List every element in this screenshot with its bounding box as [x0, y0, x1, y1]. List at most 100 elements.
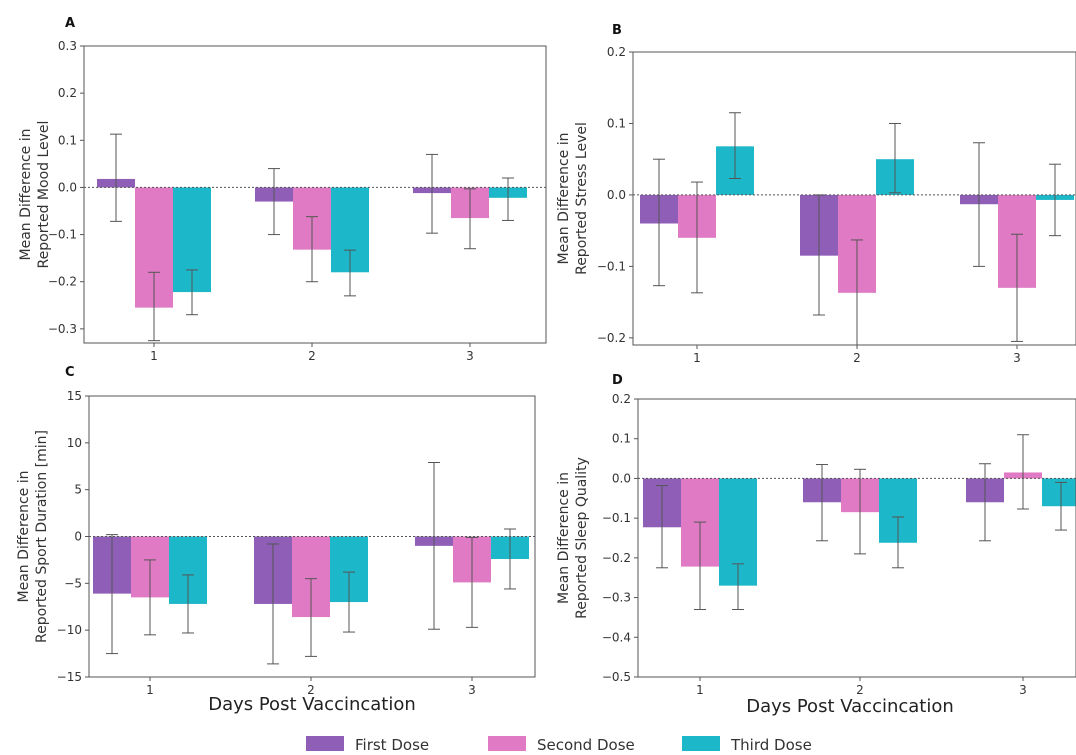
- x-tick-label: 3: [1013, 351, 1021, 365]
- y-tick-label: 0.1: [607, 116, 626, 130]
- legend-swatch-first-dose: [306, 736, 344, 751]
- panel-label: C: [65, 365, 75, 380]
- error-bar: [182, 574, 194, 634]
- error-bar: [973, 142, 985, 267]
- y-tick-label: −0.2: [597, 331, 626, 345]
- legend: First Dose Second Dose Third Dose: [306, 736, 812, 754]
- error-bar: [854, 468, 866, 555]
- panels: −0.3 −0.2 −0.1 0.0 0.1 0.2 0.3 1 2 3 Mean Differen…: [16, 16, 1076, 717]
- plot-area: [633, 112, 1076, 345]
- y-tick-label: −0.1: [48, 228, 77, 242]
- y-tick-label: 0.0: [612, 471, 631, 485]
- error-bar: [851, 239, 863, 345]
- error-bar: [729, 112, 741, 179]
- error-bar: [1017, 434, 1029, 510]
- error-bar: [1011, 233, 1023, 342]
- y-tick-label: 10: [67, 436, 82, 450]
- y-tick-label: −15: [57, 670, 82, 684]
- y-axis-title-line: Reported Mood Level: [36, 121, 52, 269]
- y-tick-label: 0.0: [607, 188, 626, 202]
- x-tick-label: 3: [1019, 683, 1027, 697]
- error-bar: [426, 153, 438, 234]
- error-bar: [148, 271, 160, 342]
- error-bar: [306, 216, 318, 283]
- error-bar: [186, 269, 198, 316]
- error-bar: [106, 534, 118, 655]
- y-tick-label: 0.3: [58, 39, 77, 53]
- error-bar: [691, 181, 703, 294]
- error-bar: [816, 464, 828, 542]
- y-tick-label: 0.2: [607, 45, 626, 59]
- chart-panel-c: −15 −10 −5 0 5 10 15 1 2 3 Mean Difference in Repor…: [16, 365, 536, 715]
- y-axis-title-line: Mean Difference in: [556, 133, 572, 265]
- y-axis-title-line: Reported Sleep Quality: [574, 457, 590, 619]
- panel-label: D: [612, 373, 623, 388]
- error-bar: [656, 485, 668, 569]
- plot-frame: [637, 398, 1076, 678]
- plot-frame: [83, 45, 547, 344]
- plot-area: [89, 462, 535, 665]
- error-bar: [502, 177, 514, 221]
- x-tick-label: 1: [693, 351, 701, 365]
- x-tick-label: 2: [853, 351, 861, 365]
- x-axis-title: Days Post Vaccincation: [746, 696, 954, 717]
- plot-frame: [632, 51, 1076, 346]
- y-axis-title-line: Mean Difference in: [556, 472, 572, 604]
- y-tick-label: 0.2: [58, 86, 77, 100]
- panel-label: A: [65, 16, 75, 31]
- panel-label: B: [612, 23, 622, 38]
- error-bar: [344, 249, 356, 297]
- legend-swatch-third-dose: [682, 736, 720, 751]
- y-tick-label: 0.0: [58, 180, 77, 194]
- y-tick-label: −0.3: [602, 591, 631, 605]
- error-bar: [428, 462, 440, 630]
- error-bar: [813, 194, 825, 316]
- error-bar: [110, 133, 122, 222]
- x-tick-label: 3: [466, 349, 474, 363]
- chart-panel-d: −0.5 −0.4 −0.3 −0.2 −0.1 0.0 0.1 0.2 1 2 3 Mean Dif…: [556, 373, 1076, 717]
- y-axis-title-line: Mean Difference in: [18, 129, 34, 261]
- error-bar: [732, 563, 744, 610]
- error-bar: [268, 168, 280, 236]
- y-tick-label: 5: [74, 483, 82, 497]
- legend-label-third-dose: Third Dose: [730, 736, 812, 754]
- error-bar: [1049, 163, 1061, 237]
- error-bar: [464, 188, 476, 250]
- error-bar: [267, 543, 279, 665]
- y-tick-label: −0.2: [48, 275, 77, 289]
- x-tick-label: 2: [856, 683, 864, 697]
- y-tick-label: 0.2: [612, 392, 631, 406]
- legend-label-first-dose: First Dose: [355, 736, 429, 754]
- y-tick-label: −0.1: [602, 511, 631, 525]
- legend-label-second-dose: Second Dose: [537, 736, 635, 754]
- chart-panel-b: −0.2 −0.1 0.0 0.1 0.2 1 2 3 Mean Difference in Re…: [556, 23, 1076, 365]
- x-tick-label: 2: [308, 349, 316, 363]
- error-bar: [889, 122, 901, 194]
- error-bar: [144, 559, 156, 636]
- x-axis-title: Days Post Vaccincation: [208, 694, 416, 715]
- x-tick-label: 1: [696, 683, 704, 697]
- x-tick-label: 2: [307, 683, 315, 697]
- plot-area: [84, 133, 546, 342]
- error-bar: [1055, 481, 1067, 531]
- x-tick-label: 1: [150, 349, 158, 363]
- error-bar: [305, 578, 317, 657]
- legend-swatch-second-dose: [488, 736, 526, 751]
- y-tick-label: 0: [74, 530, 82, 544]
- y-tick-label: 15: [67, 389, 82, 403]
- y-tick-label: −0.5: [602, 670, 631, 684]
- y-tick-label: 0.1: [58, 133, 77, 147]
- error-bar: [466, 536, 478, 628]
- y-axis-title-line: Reported Sport Duration [min]: [34, 430, 50, 643]
- error-bar: [343, 571, 355, 633]
- x-tick-label: 1: [146, 683, 154, 697]
- y-tick-label: −0.1: [597, 259, 626, 273]
- bar: [1042, 478, 1076, 507]
- error-bar: [653, 158, 665, 287]
- error-bar: [504, 528, 516, 590]
- plot-area: [638, 434, 1076, 610]
- x-tick-label: 3: [468, 683, 476, 697]
- y-tick-label: 0.1: [612, 432, 631, 446]
- error-bar: [892, 516, 904, 569]
